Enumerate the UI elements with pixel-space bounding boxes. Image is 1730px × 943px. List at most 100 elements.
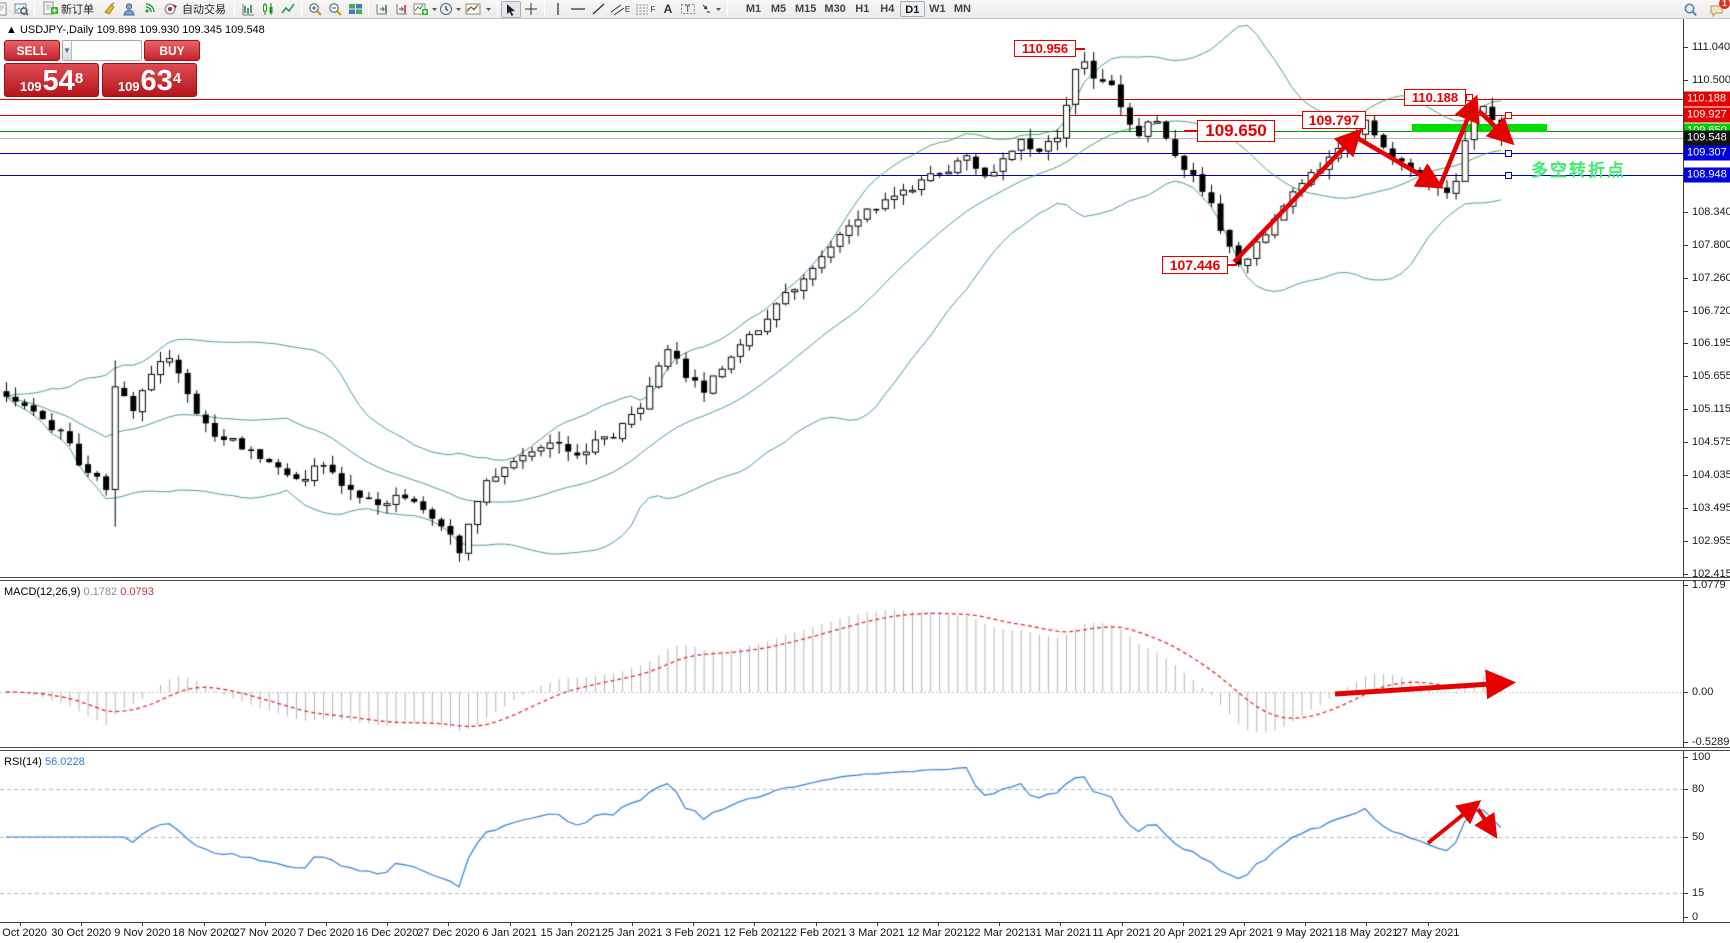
sell-price-display[interactable]: 109 54 8 bbox=[4, 63, 99, 97]
timeframe-button-m15[interactable]: M15 bbox=[795, 3, 817, 15]
candlestick-mode-icon[interactable] bbox=[258, 1, 278, 18]
rsi-title: RSI(14) bbox=[4, 756, 42, 768]
macd-signal-value: 0.0793 bbox=[120, 586, 154, 598]
price-annotation-label[interactable]: 107.446 bbox=[1162, 256, 1228, 274]
line-chart-mode-icon[interactable] bbox=[278, 1, 298, 18]
date-tick-mark bbox=[999, 922, 1000, 926]
price-tick-label: 106.720 bbox=[1692, 305, 1730, 317]
timeframe-button-m1[interactable]: M1 bbox=[745, 3, 762, 15]
search-icon[interactable] bbox=[1680, 1, 1700, 18]
date-tick-mark bbox=[693, 922, 694, 926]
text-label-tool-icon[interactable]: T bbox=[678, 1, 698, 18]
date-tick-mark bbox=[20, 922, 21, 926]
new-order-button[interactable]: 新订单 bbox=[38, 1, 99, 18]
rsi-tick-mark bbox=[1683, 917, 1688, 918]
text-tool-icon[interactable]: A bbox=[658, 1, 678, 18]
line-drag-handle[interactable] bbox=[1505, 172, 1512, 179]
price-tick-label: 107.260 bbox=[1692, 272, 1730, 284]
date-tick-label: 1 Oct 2020 bbox=[0, 927, 47, 939]
date-tick-label: 22 Feb 2021 bbox=[784, 927, 847, 939]
timeframe-button-h4[interactable]: H4 bbox=[880, 3, 895, 15]
rsi-tick-mark bbox=[1683, 837, 1688, 838]
tile-windows-icon[interactable] bbox=[345, 1, 365, 18]
macd-tick-label: 1.0779 bbox=[1692, 579, 1726, 591]
price-tick-mark bbox=[1683, 541, 1688, 542]
timeframe-button-w1[interactable]: W1 bbox=[929, 3, 946, 15]
price-tick-mark bbox=[1683, 343, 1688, 344]
rsi-tick-mark bbox=[1683, 757, 1688, 758]
indicators-menu-icon[interactable] bbox=[412, 1, 438, 18]
bull-bear-turning-point-note[interactable]: 多空转折点 bbox=[1531, 161, 1626, 180]
price-annotation-label[interactable]: 109.650 bbox=[1197, 120, 1275, 142]
price-tick-mark bbox=[1683, 442, 1688, 443]
timeframe-button-mn[interactable]: MN bbox=[953, 3, 971, 15]
toolbar-separator bbox=[234, 2, 235, 16]
price-annotation-label[interactable]: 110.188 bbox=[1404, 89, 1466, 106]
date-tick-label: 7 Dec 2020 bbox=[297, 927, 355, 939]
label-connector bbox=[1184, 130, 1197, 132]
cursor-tool-icon[interactable] bbox=[501, 0, 521, 18]
timeframe-button-m5[interactable]: M5 bbox=[770, 3, 787, 15]
price-tick-mark bbox=[1683, 409, 1688, 410]
new-chart-icon[interactable] bbox=[0, 1, 11, 18]
line-drag-handle[interactable] bbox=[1505, 112, 1512, 119]
vertical-line-tool-icon[interactable] bbox=[548, 1, 568, 18]
volume-input[interactable] bbox=[71, 41, 141, 60]
price-level-badge: 108.948 bbox=[1684, 167, 1730, 183]
zoom-in-icon[interactable] bbox=[305, 1, 325, 18]
date-tick-label: 12 Mar 2021 bbox=[907, 927, 969, 939]
date-tick-mark bbox=[142, 922, 143, 926]
price-tick-mark bbox=[1683, 80, 1688, 81]
buy-price-display[interactable]: 109 63 4 bbox=[102, 63, 197, 97]
bar-chart-mode-icon[interactable] bbox=[238, 1, 258, 18]
date-tick-label: 18 Nov 2020 bbox=[172, 927, 235, 939]
cleanup-icon[interactable] bbox=[99, 1, 119, 18]
horizontal-line-tool-icon[interactable] bbox=[568, 1, 588, 18]
zoom-out-icon[interactable] bbox=[325, 1, 345, 18]
time-axis-line[interactable] bbox=[0, 922, 1730, 923]
buy-button[interactable]: BUY bbox=[144, 40, 200, 61]
price-axis-line[interactable] bbox=[1683, 19, 1684, 922]
price-tick-mark bbox=[1683, 475, 1688, 476]
price-tick-label: 105.115 bbox=[1692, 403, 1730, 415]
macd-pane-separator[interactable] bbox=[0, 577, 1730, 581]
periods-menu-icon[interactable] bbox=[438, 1, 464, 18]
line-drag-handle[interactable] bbox=[1505, 150, 1512, 157]
auto-scroll-icon[interactable] bbox=[372, 1, 392, 18]
price-level-badge: 109.927 bbox=[1684, 107, 1730, 123]
date-tick-mark bbox=[938, 922, 939, 926]
price-tick-label: 102.955 bbox=[1692, 535, 1730, 547]
timeframe-button-d1[interactable]: D1 bbox=[899, 1, 925, 17]
price-tick-mark bbox=[1683, 508, 1688, 509]
crosshair-tool-icon[interactable] bbox=[521, 1, 541, 18]
rsi-tick-label: 15 bbox=[1692, 887, 1705, 899]
accounts-icon[interactable] bbox=[119, 1, 139, 18]
volume-decrease-button[interactable]: ▼ bbox=[63, 41, 72, 60]
rsi-tick-mark bbox=[1683, 789, 1688, 790]
price-annotation-label[interactable]: 110.956 bbox=[1014, 40, 1076, 57]
notifications-icon[interactable]: 1 bbox=[1706, 0, 1730, 18]
price-tick-label: 105.655 bbox=[1692, 370, 1730, 382]
chart-window[interactable]: ▲ USDJPY-,Daily 109.898 109.930 109.345 … bbox=[0, 19, 1730, 943]
chart-profile-icon[interactable] bbox=[11, 1, 31, 18]
signals-icon[interactable] bbox=[139, 1, 159, 18]
chart-shift-icon[interactable] bbox=[392, 1, 412, 18]
channel-tool-glyph: E bbox=[624, 4, 631, 14]
trendline-tool-icon[interactable] bbox=[588, 1, 608, 18]
templates-menu-icon[interactable] bbox=[464, 1, 494, 18]
channel-tool-icon[interactable]: E bbox=[608, 1, 632, 18]
timeframe-button-m30[interactable]: M30 bbox=[824, 3, 846, 15]
label-drag-handle[interactable] bbox=[1466, 94, 1473, 101]
buy-price-big: 63 bbox=[140, 65, 173, 97]
auto-trading-button[interactable]: 自动交易 bbox=[159, 1, 231, 18]
price-annotation-label[interactable]: 109.797 bbox=[1302, 111, 1366, 129]
date-tick-mark bbox=[754, 922, 755, 926]
rsi-pane-separator[interactable] bbox=[0, 747, 1730, 751]
timeframe-button-h1[interactable]: H1 bbox=[855, 3, 870, 15]
fibonacci-tool-icon[interactable]: F bbox=[632, 1, 658, 18]
arrows-tool-menu-icon[interactable] bbox=[698, 1, 724, 18]
sell-button[interactable]: SELL bbox=[4, 40, 60, 61]
price-chart-canvas[interactable] bbox=[0, 19, 1730, 943]
macd-tick-label: -0.5289 bbox=[1692, 736, 1730, 748]
date-tick-label: 18 May 2021 bbox=[1334, 927, 1399, 939]
